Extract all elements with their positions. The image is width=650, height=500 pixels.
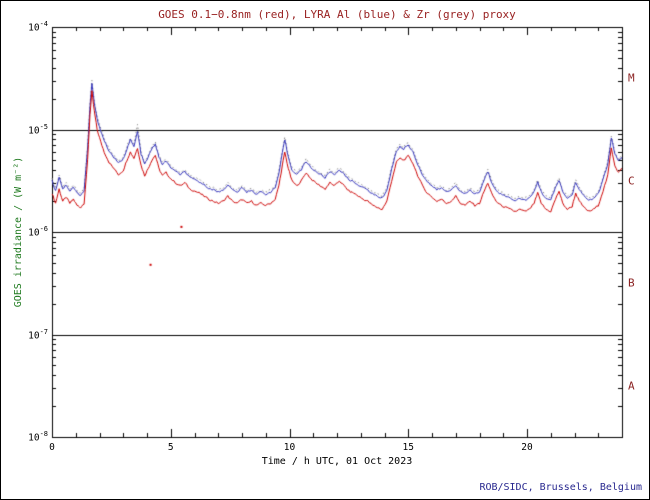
- flare-class-label-B: B: [628, 276, 635, 290]
- x-tick-label: 15: [402, 442, 414, 453]
- credit-footer: ROB/SIDC, Brussels, Belgium: [479, 482, 642, 493]
- x-tick-label: 5: [167, 442, 174, 453]
- x-tick-label: 10: [283, 442, 296, 453]
- flare-class-label-A: A: [628, 379, 635, 393]
- y-tick-label: 10-7: [28, 327, 48, 341]
- x-tick-label: 20: [521, 442, 533, 453]
- y-tick-label: 10-6: [28, 225, 48, 239]
- x-axis-label: Time / h UTC, 01 Oct 2023: [261, 456, 413, 467]
- y-axis-label: GOES irradiance / (W m⁻²): [13, 156, 24, 308]
- y-tick-label: 10-8: [28, 430, 48, 444]
- y-tick-label: 10-5: [28, 122, 48, 136]
- y-tick-label: 10-4: [28, 20, 48, 34]
- x-tick-label: 0: [49, 442, 55, 453]
- flare-class-label-C: C: [628, 174, 635, 188]
- chart-title: GOES 0.1−0.8nm (red), LYRA Al (blue) & Z…: [158, 8, 516, 21]
- flare-class-label-M: M: [628, 71, 635, 85]
